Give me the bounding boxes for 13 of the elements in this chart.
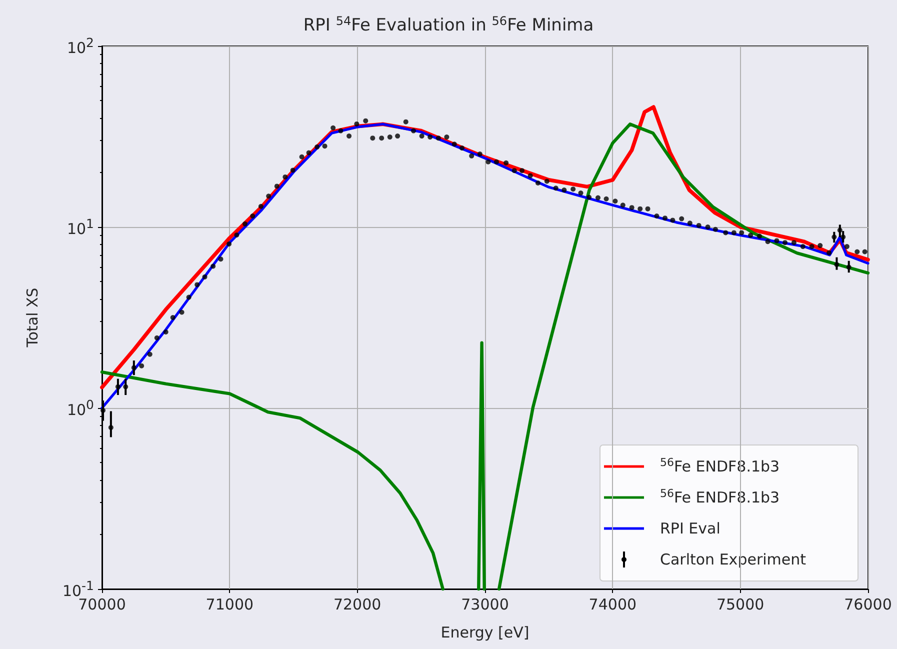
y-tick-label: 10$^{2}$: [66, 34, 94, 56]
x-tick-label: 72000: [333, 596, 382, 614]
x-tick-label: 71000: [206, 596, 254, 614]
x-axis-title: Energy [eV]: [440, 624, 530, 642]
y-tick-label: 10$^{0}$: [66, 396, 94, 418]
x-tick-label: 76000: [844, 596, 892, 614]
x-tick-label: 73000: [461, 596, 509, 614]
y-axis-title: Total XS: [24, 288, 42, 348]
y-tick-label: 10$^{1}$: [66, 216, 94, 238]
legend-label: RPI Eval: [660, 520, 720, 538]
legend-label: Carlton Experiment: [660, 550, 806, 568]
x-tick-label: 74000: [588, 596, 637, 614]
x-tick-label: 75000: [716, 596, 764, 614]
